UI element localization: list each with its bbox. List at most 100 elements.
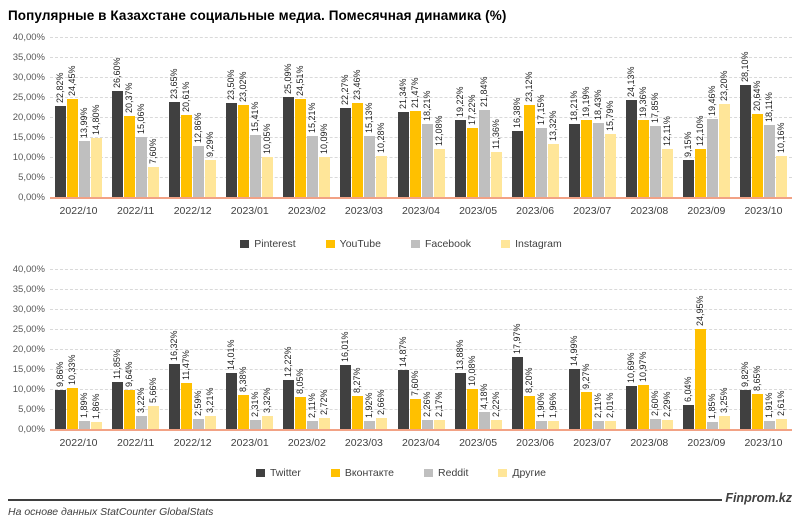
bar-value-label: 2,22% <box>490 391 501 418</box>
bar-value-label: 2,11% <box>307 392 318 418</box>
bar-value-label: 23,50% <box>226 69 237 100</box>
bar-value-label: 10,69% <box>625 352 636 384</box>
legend-bottom: Twitter Вконтакте Reddit Другие <box>8 463 794 483</box>
y-axis-tick-label: 40,00% <box>12 31 45 43</box>
bar-value-label: 12,08% <box>433 115 444 146</box>
x-axis-label: 2023/09 <box>687 205 726 217</box>
bar-reddit <box>649 418 661 429</box>
bar-value-label: 22,82% <box>55 72 66 103</box>
x-axis-label: 2023/05 <box>459 205 498 217</box>
x-axis-label: 2022/10 <box>59 437 98 449</box>
bar-value-label: 1,91% <box>763 392 774 419</box>
bar-вконтакте <box>238 395 250 429</box>
bar-value-label: 15,79% <box>604 100 615 131</box>
bar-reddit <box>136 416 148 429</box>
x-axis-label: 2023/02 <box>287 437 326 449</box>
bar-value-label: 8,38% <box>238 366 249 393</box>
bar-instagram <box>718 104 730 197</box>
x-axis: 2022/10 2022/11 2022/12 2023/01 2023/02 2023/… <box>50 203 792 223</box>
bar-вконтакте <box>580 391 592 429</box>
bar-вконтакте <box>751 394 763 429</box>
legend-label: Facebook <box>424 238 472 250</box>
bar-value-label: 19,46% <box>706 85 717 117</box>
bar-value-label: 2,72% <box>319 389 330 416</box>
bar-instagram <box>547 143 559 197</box>
y-axis-tick-label: 35,00% <box>12 283 45 295</box>
bar-instagram <box>148 166 160 197</box>
bar-value-label: 8,27% <box>352 367 363 393</box>
bar-вконтакте <box>409 398 421 429</box>
bar-facebook <box>421 124 433 197</box>
x-axis-label: 2023/09 <box>687 437 726 449</box>
bar-value-label: 17,97% <box>511 323 522 355</box>
bar-value-label: 14,80% <box>91 104 102 135</box>
bar-value-label: 15,06% <box>136 103 147 134</box>
x-axis-label: 2023/06 <box>516 205 555 217</box>
x-axis-line <box>50 197 792 199</box>
bar-youtube <box>124 115 136 197</box>
bar-value-label: 2,61% <box>775 390 786 416</box>
data-source-note: На основе данных StatCounter GlobalStats <box>8 506 214 518</box>
x-axis-label: 2023/04 <box>402 437 440 449</box>
bar-value-label: 9,27% <box>580 363 591 389</box>
y-axis-tick-label: 25,00% <box>12 91 45 103</box>
x-axis-label: 2023/03 <box>344 437 383 449</box>
bar-другие <box>547 421 559 429</box>
bar-вконтакте <box>181 383 193 429</box>
bar-value-label: 2,60% <box>649 390 660 416</box>
bar-value-label: 13,99% <box>79 107 90 139</box>
bar-youtube <box>67 99 79 197</box>
bar-value-label: 2,29% <box>661 391 672 417</box>
bar-value-label: 2,66% <box>376 389 387 416</box>
y-axis: 0,00% 5,00% 10,00% 15,00% 20,00% 25,00% 30,00%… <box>8 264 48 433</box>
legend-item-twitter: Twitter <box>255 467 301 479</box>
legend-swatch-icon <box>325 240 335 248</box>
legend-label: YouTube <box>339 238 381 250</box>
y-axis-tick-label: 5,00% <box>18 171 45 183</box>
bar-twitter <box>112 381 124 429</box>
bar-value-label: 24,13% <box>625 66 636 98</box>
bar-другие <box>262 415 274 429</box>
bar-value-label: 18,21% <box>568 90 579 122</box>
bar-вконтакте <box>124 390 136 429</box>
bar-value-label: 4,18% <box>478 383 489 410</box>
legend-item-reddit: Reddit <box>424 467 468 479</box>
bar-value-label: 20,61% <box>181 81 192 112</box>
bar-instagram <box>604 133 616 197</box>
bar-value-label: 10,28% <box>376 122 387 153</box>
bar-reddit <box>706 421 718 429</box>
bar-reddit <box>763 421 775 429</box>
bar-value-label: 16,32% <box>169 330 180 361</box>
y-axis-tick-label: 0,00% <box>18 191 45 203</box>
bar-value-label: 3,32% <box>262 387 273 413</box>
bar-facebook <box>136 136 148 197</box>
gridline <box>50 37 792 38</box>
legend-label: Reddit <box>438 467 469 479</box>
bar-reddit <box>535 421 547 429</box>
bar-value-label: 10,09% <box>319 123 330 154</box>
legend-label: Twitter <box>269 467 301 479</box>
bar-youtube <box>694 148 706 197</box>
bar-вконтакте <box>466 388 478 429</box>
bar-value-label: 9,86% <box>55 361 66 387</box>
bar-youtube <box>238 104 250 197</box>
gridline <box>50 409 792 410</box>
legend-label: Вконтакте <box>344 467 395 479</box>
bar-twitter <box>283 380 295 429</box>
bar-facebook <box>250 135 262 197</box>
bar-value-label: 15,21% <box>307 102 318 134</box>
bar-value-label: 3,22% <box>136 387 147 414</box>
gridline <box>50 77 792 78</box>
bar-youtube <box>637 119 649 197</box>
y-axis-tick-label: 10,00% <box>12 151 45 163</box>
legend-swatch-icon <box>424 469 434 477</box>
x-axis-label: 2023/10 <box>744 437 783 449</box>
y-axis-tick-label: 35,00% <box>12 51 45 63</box>
gridline <box>50 329 792 330</box>
bar-instagram <box>376 155 388 197</box>
bar-facebook <box>706 119 718 197</box>
bar-value-label: 24,95% <box>694 295 705 327</box>
bar-value-label: 18,11% <box>763 91 774 122</box>
bar-instagram <box>490 151 502 197</box>
